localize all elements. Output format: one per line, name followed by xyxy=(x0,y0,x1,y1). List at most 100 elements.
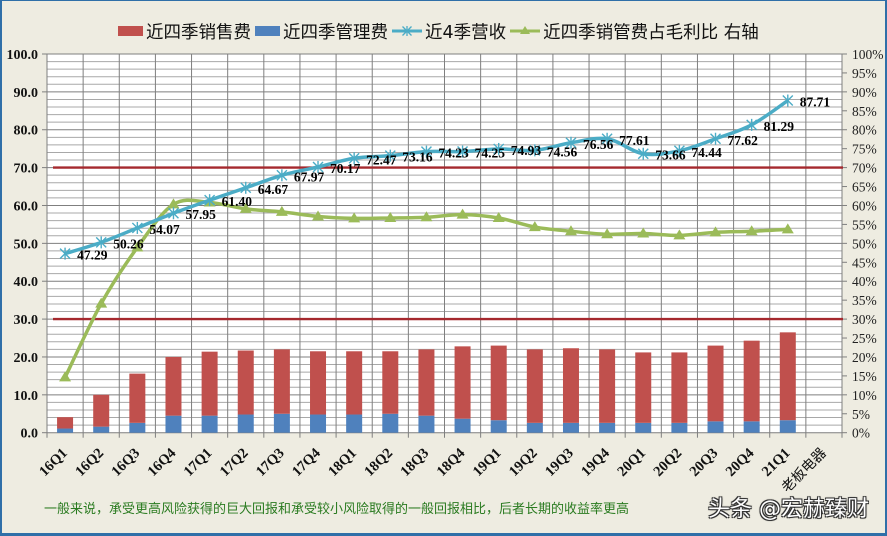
asterisk-marker-icon[interactable] xyxy=(529,144,541,157)
asterisk-marker-icon[interactable] xyxy=(420,145,432,158)
asterisk-marker-icon[interactable] xyxy=(384,149,396,162)
triangle-marker-icon[interactable] xyxy=(709,226,722,237)
triangle-marker-icon[interactable] xyxy=(420,211,433,222)
triangle-marker-icon[interactable] xyxy=(745,225,758,236)
asterisk-marker-icon[interactable] xyxy=(673,144,685,157)
data-label: 61.40 xyxy=(222,194,253,209)
triangle-marker-icon[interactable] xyxy=(59,371,72,382)
triangle-marker-icon[interactable] xyxy=(239,202,252,213)
triangle-marker-icon[interactable] xyxy=(348,212,361,223)
asterisk-marker-icon[interactable] xyxy=(167,207,179,220)
bar-admin-expense[interactable] xyxy=(671,422,688,433)
triangle-marker-icon[interactable] xyxy=(528,221,541,232)
triangle-marker-icon[interactable] xyxy=(564,225,577,236)
bar-admin-expense[interactable] xyxy=(129,422,146,433)
asterisk-marker-icon[interactable] xyxy=(131,221,143,234)
bar-sales-expense[interactable] xyxy=(743,340,760,422)
bar-sales-expense[interactable] xyxy=(346,351,363,415)
asterisk-marker-icon[interactable] xyxy=(637,147,649,160)
right-axis-label: 5% xyxy=(852,407,870,422)
triangle-marker-icon[interactable] xyxy=(95,297,108,308)
bar-sales-expense[interactable] xyxy=(635,352,652,423)
legend-item-expense-ratio[interactable]: 近四季销管费占毛利比 右轴 xyxy=(510,19,759,44)
asterisk-marker-icon[interactable] xyxy=(457,145,469,158)
triangle-marker-icon[interactable] xyxy=(492,211,505,222)
asterisk-marker-icon[interactable] xyxy=(493,142,505,155)
data-label: 67.97 xyxy=(294,169,325,184)
asterisk-marker-icon[interactable] xyxy=(348,152,360,165)
bar-admin-expense[interactable] xyxy=(93,426,110,433)
bar-sales-expense[interactable] xyxy=(562,348,579,423)
bar-sales-expense[interactable] xyxy=(526,349,543,423)
asterisk-marker-icon[interactable] xyxy=(746,118,758,131)
bar-admin-expense[interactable] xyxy=(779,420,796,433)
bar-admin-expense[interactable] xyxy=(743,421,760,433)
triangle-marker-icon[interactable] xyxy=(275,205,288,216)
asterisk-marker-icon[interactable] xyxy=(710,132,722,145)
asterisk-marker-icon[interactable] xyxy=(782,94,794,107)
bar-sales-expense[interactable] xyxy=(599,349,616,423)
bar-sales-expense[interactable] xyxy=(201,351,218,416)
bar-admin-expense[interactable] xyxy=(599,422,616,433)
bar-sales-expense[interactable] xyxy=(382,351,399,414)
bar-admin-expense[interactable] xyxy=(346,414,363,433)
bar-sales-expense[interactable] xyxy=(165,356,182,416)
triangle-marker-icon[interactable] xyxy=(781,223,794,234)
bar-admin-expense[interactable] xyxy=(490,420,507,433)
legend-item-revenue[interactable]: 近4季营收 xyxy=(392,19,506,44)
triangle-marker-icon[interactable] xyxy=(673,229,686,240)
asterisk-marker-icon[interactable] xyxy=(276,169,288,182)
asterisk-marker-icon[interactable] xyxy=(565,136,577,149)
bar-sales-expense[interactable] xyxy=(310,351,327,415)
bar-admin-expense[interactable] xyxy=(310,414,327,433)
x-axis-label: 19Q4 xyxy=(578,445,613,480)
asterisk-marker-icon[interactable] xyxy=(59,247,71,260)
triangle-marker-icon[interactable] xyxy=(167,198,180,209)
triangle-marker-icon[interactable] xyxy=(456,208,469,219)
asterisk-marker-icon[interactable] xyxy=(204,194,216,207)
bar-admin-expense[interactable] xyxy=(562,422,579,433)
bar-sales-expense[interactable] xyxy=(779,332,796,421)
bar-sales-expense[interactable] xyxy=(418,349,435,416)
triangle-marker-icon[interactable] xyxy=(637,227,650,238)
bar-admin-expense[interactable] xyxy=(57,428,74,433)
bar-sales-expense[interactable] xyxy=(273,349,290,414)
asterisk-marker-icon[interactable] xyxy=(240,181,252,194)
bar-admin-expense[interactable] xyxy=(382,413,399,433)
triangle-marker-icon[interactable] xyxy=(384,211,397,222)
asterisk-marker-icon[interactable] xyxy=(601,132,613,145)
bar-admin-expense[interactable] xyxy=(273,413,290,433)
bar-admin-expense[interactable] xyxy=(237,414,254,433)
data-label: 74.56 xyxy=(547,144,578,159)
bar-admin-expense[interactable] xyxy=(635,422,652,433)
bar-sales-expense[interactable] xyxy=(707,345,724,422)
bar-sales-expense[interactable] xyxy=(129,373,146,423)
bar-sales-expense[interactable] xyxy=(57,417,74,429)
triangle-marker-icon[interactable] xyxy=(601,228,614,239)
triangle-marker-icon[interactable] xyxy=(131,241,144,252)
x-axis-label: 17Q1 xyxy=(181,445,216,480)
bar-admin-expense[interactable] xyxy=(165,415,182,433)
data-label: 87.71 xyxy=(800,95,831,110)
bar-admin-expense[interactable] xyxy=(201,415,218,433)
legend-item-admin-expense[interactable]: 近四季管理费 xyxy=(255,19,388,44)
right-axis-label: 50% xyxy=(852,236,877,251)
data-label: 74.44 xyxy=(691,145,722,160)
asterisk-marker-icon[interactable] xyxy=(95,236,107,249)
bar-sales-expense[interactable] xyxy=(237,350,254,415)
left-axis: 0.0 10.0 20.0 30.0 40.0 50.0 60.0 70.0 80.0 90.0 1… xyxy=(7,48,47,442)
bar-admin-expense[interactable] xyxy=(707,421,724,433)
bar-sales-expense[interactable] xyxy=(93,394,110,427)
asterisk-marker-icon[interactable] xyxy=(312,160,324,173)
legend-item-sales-expense[interactable]: 近四季销售费 xyxy=(118,19,251,44)
triangle-marker-icon[interactable] xyxy=(312,210,325,221)
x-axis-label: 18Q4 xyxy=(434,445,469,480)
x-axis-label: 20Q3 xyxy=(687,445,722,480)
bar-sales-expense[interactable] xyxy=(671,352,688,423)
bar-admin-expense[interactable] xyxy=(454,418,471,433)
bar-sales-expense[interactable] xyxy=(490,345,507,421)
bar-sales-expense[interactable] xyxy=(454,346,471,419)
bar-admin-expense[interactable] xyxy=(526,422,543,433)
bar-admin-expense[interactable] xyxy=(418,415,435,433)
